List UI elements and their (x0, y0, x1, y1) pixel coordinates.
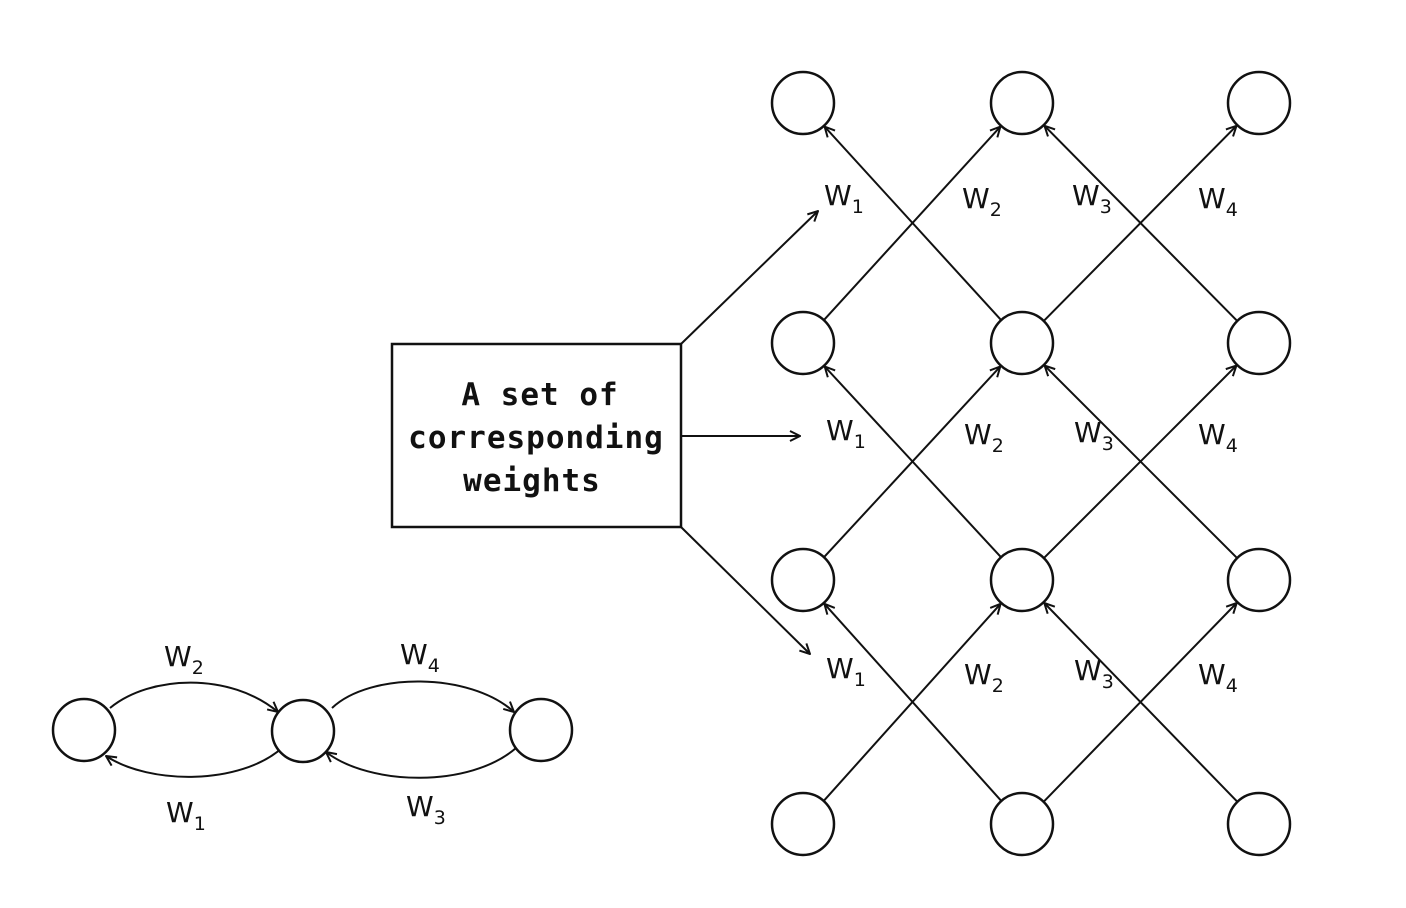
box-pointer-top (680, 211, 818, 345)
lattice-node-r0-c1 (989, 70, 1055, 136)
lattice-edge-w3-layer2 (1045, 366, 1238, 559)
lattice-node-r1-c1 (989, 310, 1055, 376)
box-pointer-bottom (680, 526, 810, 654)
lattice-node-r1-c0 (770, 310, 836, 376)
lattice-edge-w1-layer2 (825, 367, 1002, 558)
lattice-node-r0-c0 (770, 70, 836, 136)
weight-label-w1: W1 (166, 796, 206, 835)
edge-b-to-c (331, 680, 514, 712)
small-node-a (51, 697, 117, 763)
lattice-node-r3-c2 (1226, 791, 1292, 857)
lattice-label-w3-layer3: W3 (1074, 654, 1114, 693)
lattice-node-r3-c0 (770, 791, 836, 857)
lattice-node-r2-c0 (770, 547, 836, 613)
weight-label-w3: W3 (406, 790, 446, 829)
lattice-label-w4-layer1: W4 (1198, 182, 1238, 221)
lattice-label-w4-layer3: W4 (1198, 658, 1238, 697)
lattice-edge-w3-layer3 (1045, 126, 1238, 322)
edge-a-to-b (109, 681, 278, 712)
lattice-edge-w1-layer3 (825, 127, 1002, 321)
lattice-node-r2-c2 (1226, 547, 1292, 613)
small-node-b (270, 698, 336, 764)
lattice-label-w1-layer3: W1 (826, 652, 866, 691)
lattice-edges (824, 126, 1239, 803)
lattice-edge-w1-layer1 (824, 604, 1003, 802)
lattice-edge-w3-layer1 (1044, 603, 1239, 803)
weights-box-frame (390, 342, 683, 529)
small-network: W2 W1 W4 W3 (51, 638, 574, 835)
lattice-label-w2-layer3: W2 (964, 658, 1004, 697)
lattice-label-w1-layer1: W1 (824, 179, 864, 218)
weights-box-line-1: A set of (461, 377, 618, 413)
weights-box-line-3: weights (463, 463, 601, 499)
lattice-node-r1-c2 (1226, 310, 1292, 376)
lattice-label-w1-layer2: W1 (826, 414, 866, 453)
weights-box-line-2: corresponding (408, 420, 664, 456)
lattice-label-w2-layer2: W2 (964, 418, 1004, 457)
edge-c-to-b (326, 747, 517, 779)
lattice-label-w4-layer2: W4 (1198, 418, 1238, 457)
lattice-network: W1 W2 W3 W4 W1 W2 W3 W4 W1 W2 W3 W4 (770, 70, 1292, 857)
weight-label-w4: W4 (400, 638, 440, 677)
weights-box: A set of corresponding weights (390, 211, 818, 654)
weight-label-w2: W2 (164, 640, 204, 679)
lattice-node-r3-c1 (989, 791, 1055, 857)
lattice-nodes (770, 70, 1292, 857)
lattice-label-w2-layer1: W2 (962, 182, 1002, 221)
small-node-c (508, 697, 574, 763)
lattice-label-w3-layer2: W3 (1074, 416, 1114, 455)
lattice-node-r2-c1 (989, 547, 1055, 613)
edge-b-to-a (106, 747, 283, 778)
lattice-label-w3-layer1: W3 (1072, 179, 1112, 218)
lattice-node-r0-c2 (1226, 70, 1292, 136)
